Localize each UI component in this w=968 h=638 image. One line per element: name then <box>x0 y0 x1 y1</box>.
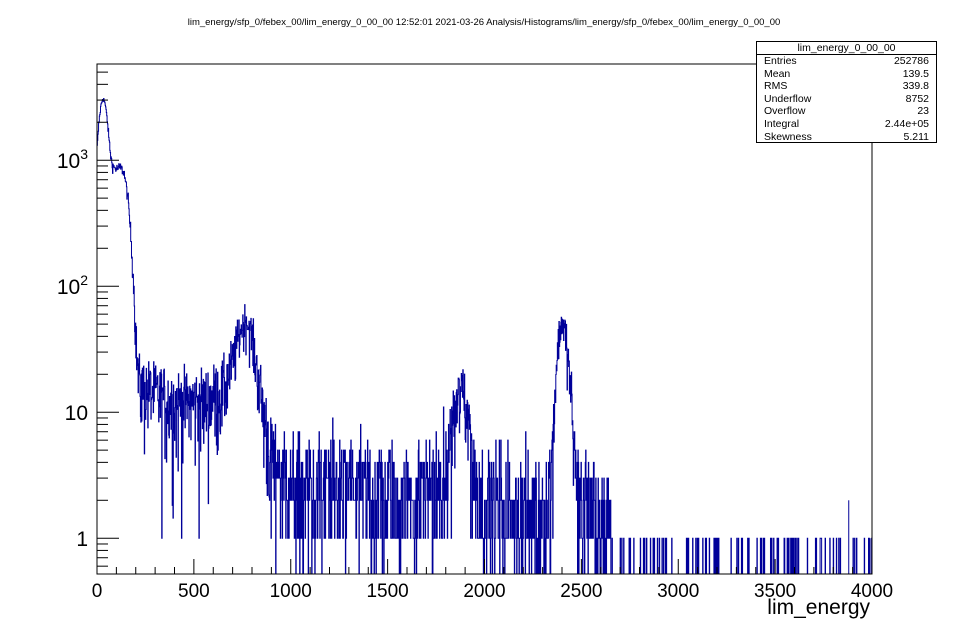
stats-row-entries: Entries 252786 <box>764 55 929 67</box>
y-tick-label-10: 10 <box>65 402 88 425</box>
x-tick-label-3000: 3000 <box>657 581 699 602</box>
stats-row-mean: Mean 139.5 <box>764 67 929 80</box>
stats-row-integral: Integral 2.44e+05 <box>764 117 929 130</box>
stats-title: lim_energy_0_00_00 <box>757 42 936 55</box>
y-tick-label-1000: 103 <box>57 146 88 173</box>
x-tick-label-4000: 4000 <box>851 581 893 602</box>
stats-row-skewness: Skewness 5.211 <box>764 130 929 143</box>
y-tick-label-1: 1 <box>76 528 88 551</box>
y-tick-label-100: 102 <box>57 272 88 299</box>
x-tick-label-0: 0 <box>92 581 103 602</box>
x-tick-label-1000: 1000 <box>270 581 312 602</box>
x-tick-label-3500: 3500 <box>754 581 796 602</box>
histogram-series <box>96 98 873 575</box>
x-axis-label: lim_energy <box>767 596 870 619</box>
stats-box: lim_energy_0_00_00 Entries 252786 Mean 139… <box>756 41 937 143</box>
x-tick-label-500: 500 <box>178 581 210 602</box>
canvas-title: lim_energy/sfp_0/febex_00/lim_energy_0_0… <box>187 17 781 28</box>
stats-row-rms: RMS 339.8 <box>764 80 929 93</box>
x-tick-label-1500: 1500 <box>366 581 408 602</box>
histogram-line <box>96 98 873 575</box>
stats-row-overflow: Overflow 23 <box>764 105 929 118</box>
axes: 0 500 1000 1500 2000 2500 3000 3500 4000 1 10 102 10… <box>57 71 893 602</box>
x-tick-label-2000: 2000 <box>463 581 505 602</box>
x-tick-label-2500: 2500 <box>560 581 602 602</box>
stats-row-underflow: Underflow 8752 <box>764 92 929 105</box>
